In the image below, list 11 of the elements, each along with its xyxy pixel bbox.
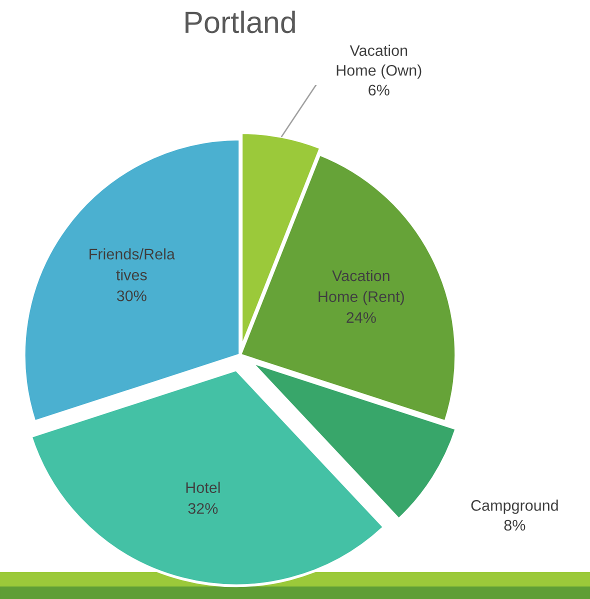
data-label: 8% [504, 520, 526, 531]
slice-label: Friends/Rela tives [90, 248, 175, 280]
data-label: 30% [116, 290, 146, 302]
slice-label: Hotel [186, 482, 220, 494]
chart-title: Portland [186, 10, 295, 34]
data-label: 32% [188, 503, 218, 514]
data-label: 24% [346, 312, 376, 323]
slice-label: Vacation Home (Rent) [318, 270, 404, 306]
slice-label: Vacation Home (Own) [336, 44, 422, 79]
data-label: 6% [368, 84, 390, 96]
slice-label: Campground [471, 500, 558, 514]
